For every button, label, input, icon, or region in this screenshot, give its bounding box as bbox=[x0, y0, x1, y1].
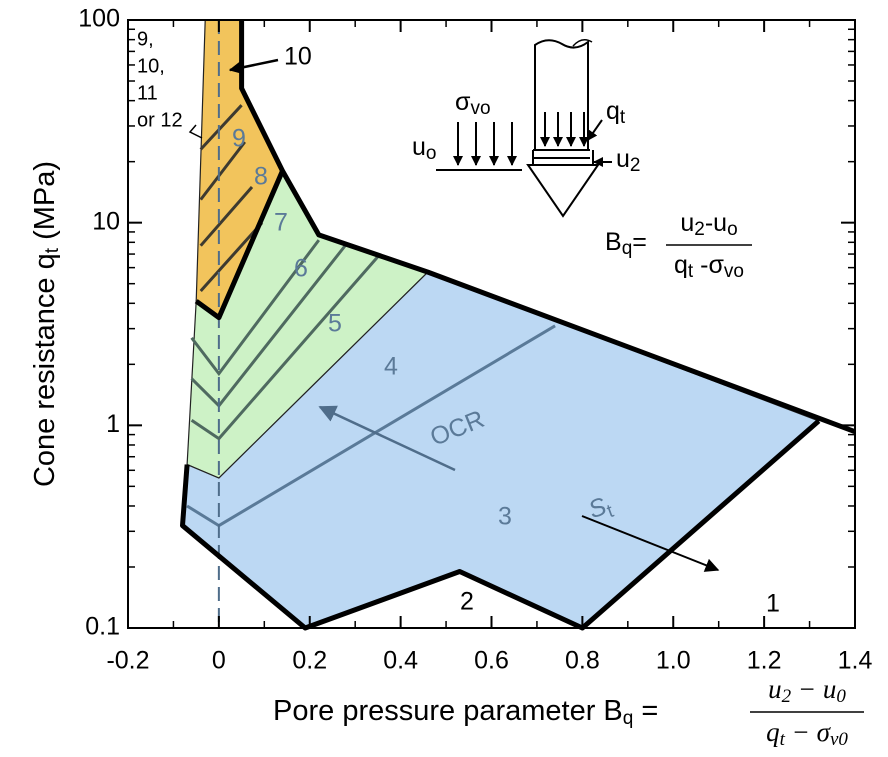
u0-label: uo bbox=[412, 133, 436, 164]
y-tick-label: 10 bbox=[92, 207, 120, 235]
x-tick-label: -0.2 bbox=[106, 647, 149, 675]
st-arrow bbox=[581, 515, 720, 572]
x-axis-title-sub: q bbox=[623, 708, 634, 729]
inset-sub: vo bbox=[470, 98, 490, 119]
inset-sub: 2 bbox=[630, 155, 641, 176]
x-tick-label: 0.6 bbox=[474, 647, 509, 675]
x-tick-label: 0 bbox=[212, 647, 226, 675]
inset-text: u bbox=[616, 145, 630, 173]
bq-denominator: qt -σvo bbox=[674, 251, 744, 282]
zone-label: 4 bbox=[384, 353, 398, 381]
contour-line bbox=[199, 186, 254, 247]
formula-part: q bbox=[766, 717, 780, 747]
zone-label: 3 bbox=[498, 503, 512, 531]
inset-text: q bbox=[674, 251, 688, 279]
group-label: 9, bbox=[137, 28, 154, 50]
zone-label: 9 bbox=[232, 125, 246, 153]
group-label: or 12 bbox=[137, 109, 183, 131]
inset-text: = bbox=[632, 228, 647, 256]
inset-sub: vo bbox=[724, 261, 744, 282]
inset-sub: o bbox=[727, 219, 738, 240]
x-tick-label: 0.8 bbox=[565, 647, 600, 675]
formula-denominator: qt − σv0 bbox=[766, 717, 848, 750]
x-tick-label: 1.4 bbox=[838, 647, 873, 675]
x-tick-label: 0.2 bbox=[292, 647, 327, 675]
zone-label: 8 bbox=[254, 163, 268, 191]
zone-label: 10 bbox=[284, 43, 312, 71]
bracket bbox=[188, 124, 203, 139]
bq-numerator: u2-uo bbox=[680, 209, 737, 240]
contour-line bbox=[199, 221, 264, 293]
boundary-line bbox=[239, 20, 856, 435]
inset-text: -σ bbox=[693, 251, 724, 279]
inset-text: u bbox=[412, 133, 426, 161]
group-label: 10, bbox=[137, 55, 165, 77]
contour-line bbox=[190, 239, 321, 377]
y-tick-label: 100 bbox=[78, 5, 120, 33]
inset-sub: o bbox=[426, 143, 437, 164]
inset-sub: t bbox=[620, 107, 626, 128]
y-tick-label: 0.1 bbox=[85, 613, 120, 641]
ocr-arrow bbox=[318, 405, 456, 472]
contour-line bbox=[199, 141, 246, 201]
x-axis-title-text: = bbox=[633, 695, 658, 727]
y-axis-title-text: Cone resistance q bbox=[29, 253, 61, 487]
x-axis-title-text: Pore pressure parameter B bbox=[273, 695, 623, 727]
sigma-label: σvo bbox=[455, 88, 491, 119]
inset-text: q bbox=[606, 97, 620, 125]
zone-label: 6 bbox=[294, 255, 308, 283]
bq-label: Bq= bbox=[605, 228, 647, 259]
zone-label: 2 bbox=[460, 588, 474, 616]
inset-text: -u bbox=[705, 209, 727, 237]
group-label: 11 bbox=[137, 82, 158, 104]
inset-sub: q bbox=[622, 238, 633, 259]
y-tick-label: 1 bbox=[106, 410, 120, 438]
y-axis-title-text: (MPa) bbox=[29, 161, 61, 248]
inset-text: u bbox=[680, 209, 694, 237]
contour-line bbox=[190, 255, 380, 441]
formula-part: − σ bbox=[785, 717, 832, 747]
x-axis-title: Pore pressure parameter Bq = bbox=[273, 695, 658, 729]
x-tick-label: 1.2 bbox=[747, 647, 782, 675]
contour-line bbox=[199, 104, 243, 151]
formula-sub: t bbox=[780, 729, 786, 750]
formula-numerator: u2 − u0 bbox=[768, 674, 846, 707]
cone-inset: σvo uo qt u2 Bq= u2-uo qt -σvo bbox=[412, 39, 752, 282]
zone-label: 1 bbox=[766, 590, 780, 618]
y-axis-title-sub: t bbox=[42, 247, 63, 253]
qt-label: qt bbox=[606, 97, 626, 128]
boundary-line bbox=[194, 169, 285, 321]
pointer-arrow bbox=[228, 58, 279, 74]
inset-sub: 2 bbox=[694, 219, 705, 240]
boundary-line bbox=[180, 419, 821, 631]
u2-label: u2 bbox=[616, 145, 640, 176]
formula-sub: 0 bbox=[836, 686, 846, 707]
formula-part: u bbox=[768, 674, 782, 704]
formula-part: − u bbox=[791, 674, 836, 704]
formula-sub: 2 bbox=[782, 686, 792, 707]
x-tick-label: 1.0 bbox=[656, 647, 691, 675]
zone-label: 7 bbox=[274, 209, 288, 237]
x-tick-label: 0.4 bbox=[383, 647, 418, 675]
inset-sub: t bbox=[688, 261, 694, 282]
plot-area: -0.2 0 0.2 0.4 0.6 0.8 1.0 1.2 1.4 0.1 1 10 100 bbox=[78, 5, 872, 675]
formula-sub: v0 bbox=[830, 729, 848, 750]
zone-label: 5 bbox=[328, 310, 342, 338]
y-axis-title: Cone resistance qt (MPa) bbox=[29, 161, 63, 487]
inset-text: σ bbox=[455, 88, 471, 116]
inset-text: B bbox=[605, 228, 622, 256]
